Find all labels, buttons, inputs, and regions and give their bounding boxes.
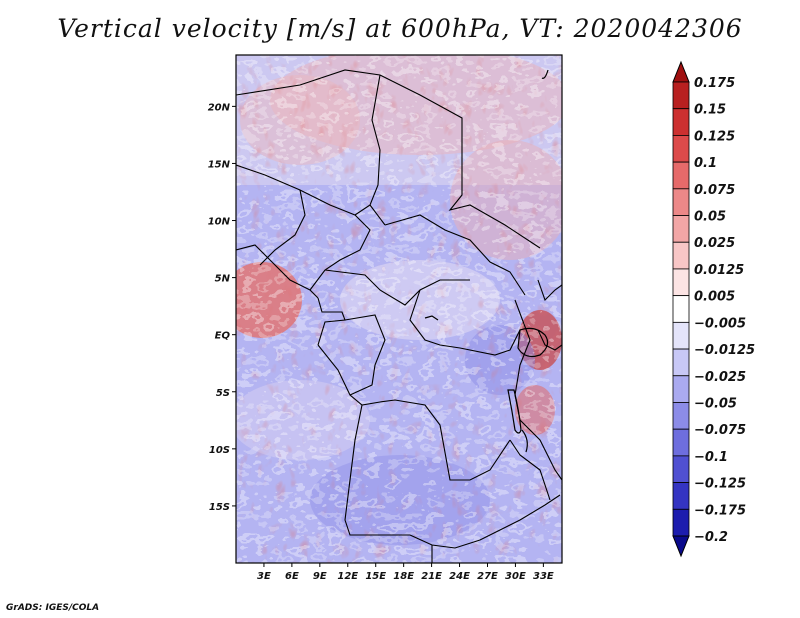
colorbar-bin xyxy=(672,241,690,270)
country-boundaries xyxy=(236,69,562,563)
x-tick-label: 6E xyxy=(285,571,299,582)
colorbar-bin xyxy=(672,375,690,403)
colorbar-bin xyxy=(672,215,690,243)
x-tick-label: 24E xyxy=(449,571,470,582)
x-tick-label: 27E xyxy=(477,571,498,582)
colorbar-bin xyxy=(672,161,690,190)
colorbar-label: −0.0125 xyxy=(694,343,755,358)
colorbar-label: −0.2 xyxy=(694,530,728,545)
x-tick-label: 18E xyxy=(393,571,414,582)
colorbar-label: 0.15 xyxy=(694,103,726,118)
colorbar-label: −0.175 xyxy=(694,503,746,518)
x-tick-label: 3E xyxy=(257,571,271,582)
y-tick-label: 5N xyxy=(215,274,231,285)
x-tick-label: 30E xyxy=(505,571,526,582)
credit-text: GrADS: IGES/COLA xyxy=(6,603,100,613)
colorbar-label: 0.0125 xyxy=(694,263,744,278)
velocity-field xyxy=(236,55,562,563)
colorbar-bin xyxy=(672,455,690,483)
plot-frame xyxy=(235,54,563,564)
colorbar-bin xyxy=(672,295,690,323)
y-tick-label: 15N xyxy=(208,159,231,170)
colorbar-label: 0.025 xyxy=(694,236,735,251)
colorbar-label: −0.125 xyxy=(694,477,746,492)
colorbar-bin xyxy=(672,135,690,163)
colorbar-bin xyxy=(672,508,690,537)
colorbar-bin xyxy=(672,60,690,83)
colorbar-label: 0.05 xyxy=(694,210,726,225)
colorbar: 0.175 0.15 0.125 0.1 0.075 0.05 0.025 0.0125 0.0… xyxy=(672,60,755,558)
y-tick-label: 20N xyxy=(208,102,231,113)
colorbar-bin xyxy=(672,268,690,297)
colorbar-bin xyxy=(672,428,690,457)
y-tick-label: 10S xyxy=(209,445,230,456)
y-tick-label: EQ xyxy=(215,331,231,342)
colorbar-label: 0.175 xyxy=(694,76,735,91)
colorbar-bin xyxy=(672,535,690,558)
colorbar-label: 0.075 xyxy=(694,183,735,198)
colorbar-label: −0.05 xyxy=(694,396,737,411)
chart-title: Vertical velocity [m/s] at 600hPa, VT: 2… xyxy=(57,14,743,43)
colorbar-label: −0.075 xyxy=(694,423,746,438)
colorbar-bin xyxy=(672,188,690,216)
x-tick-label: 21E xyxy=(421,571,442,582)
colorbar-label: 0.005 xyxy=(694,290,735,305)
colorbar-label: −0.1 xyxy=(694,450,728,465)
colorbar-bin xyxy=(672,482,690,510)
y-tick-label: 15S xyxy=(209,502,230,513)
colorbar-bin xyxy=(672,321,690,350)
y-axis: 20N 15N 10N 5N EQ 5S 10S 15S xyxy=(208,102,236,513)
x-tick-label: 33E xyxy=(533,571,554,582)
lakes xyxy=(424,69,549,453)
x-tick-label: 9E xyxy=(313,571,327,582)
x-tick-label: 12E xyxy=(337,571,358,582)
colorbar-label: −0.025 xyxy=(694,370,746,385)
colorbar-label: 0.125 xyxy=(694,129,735,144)
colorbar-bin xyxy=(672,81,690,110)
y-tick-label: 5S xyxy=(216,388,230,399)
colorbar-bin xyxy=(672,402,690,430)
colorbar-bin xyxy=(672,108,690,136)
x-axis: 3E 6E 9E 12E 15E 18E 21E 24E 27E 30E 33E xyxy=(257,563,554,582)
colorbar-label: −0.005 xyxy=(694,316,746,331)
y-tick-label: 10N xyxy=(208,217,231,228)
x-tick-label: 15E xyxy=(365,571,386,582)
colorbar-label: 0.1 xyxy=(694,156,717,171)
colorbar-bin xyxy=(672,348,690,377)
